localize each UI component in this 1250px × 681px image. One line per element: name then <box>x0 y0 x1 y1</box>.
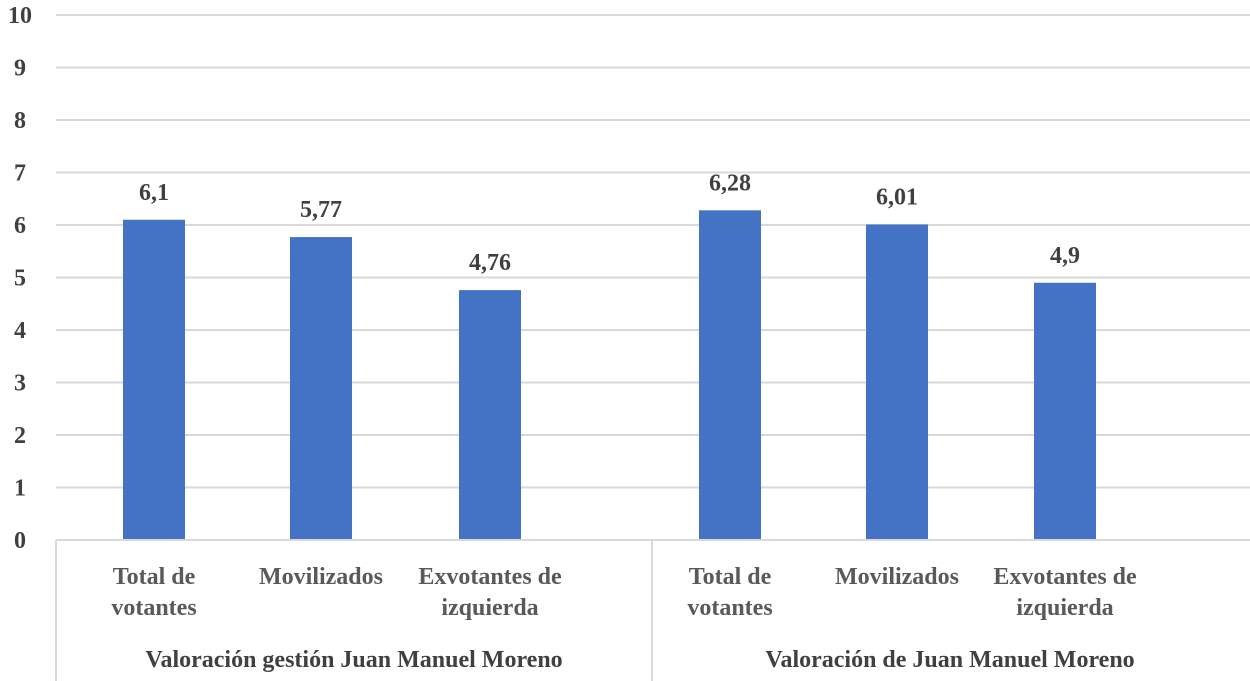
category-label: Total de <box>689 564 772 590</box>
bar <box>699 210 761 541</box>
bar <box>1034 282 1096 540</box>
data-labels: 6,1 5,77 4,76 6,28 6,01 4,9 <box>139 170 1080 276</box>
group-label: Valoración gestión Juan Manuel Moreno <box>145 647 562 673</box>
data-label: 4,76 <box>469 250 511 276</box>
category-label: Exvotantes de <box>993 564 1137 590</box>
y-tick-label: 6 <box>14 213 26 239</box>
category-label: Exvotantes de <box>418 564 562 590</box>
category-label: votantes <box>111 595 196 621</box>
y-tick-label: 1 <box>14 476 26 502</box>
y-tick-label: 5 <box>14 266 26 292</box>
group-label: Valoración de Juan Manuel Moreno <box>765 647 1134 673</box>
data-label: 6,1 <box>139 180 169 206</box>
data-label: 4,9 <box>1050 243 1080 269</box>
y-tick-label: 2 <box>14 423 26 449</box>
category-label: izquierda <box>1016 595 1113 621</box>
category-label: Movilizados <box>835 564 959 590</box>
y-tick-label: 8 <box>14 108 26 134</box>
data-label: 6,01 <box>876 184 918 210</box>
category-label: izquierda <box>441 595 538 621</box>
y-tick-label: 4 <box>14 318 26 344</box>
bar <box>866 224 928 540</box>
bar <box>459 290 521 540</box>
y-tick-label: 9 <box>14 56 26 82</box>
bar <box>290 237 352 540</box>
data-label: 5,77 <box>300 197 342 223</box>
category-label: votantes <box>687 595 772 621</box>
bars <box>123 210 1096 541</box>
category-label: Total de <box>113 564 196 590</box>
data-label: 6,28 <box>709 170 751 196</box>
y-tick-label: 3 <box>14 371 26 397</box>
y-tick-label: 0 <box>14 528 26 554</box>
y-tick-label: 10 <box>8 3 32 29</box>
x-axis <box>55 539 1250 681</box>
y-axis-ticks: 0 1 2 3 4 5 6 7 8 9 10 <box>8 3 32 554</box>
y-tick-label: 7 <box>14 161 26 187</box>
category-label: Movilizados <box>259 564 383 590</box>
bar <box>123 219 185 540</box>
gridlines <box>56 14 1250 489</box>
category-labels: Total de votantes Movilizados Exvotantes de… <box>111 564 1137 621</box>
group-labels: Valoración gestión Juan Manuel Moreno Val… <box>145 647 1134 673</box>
